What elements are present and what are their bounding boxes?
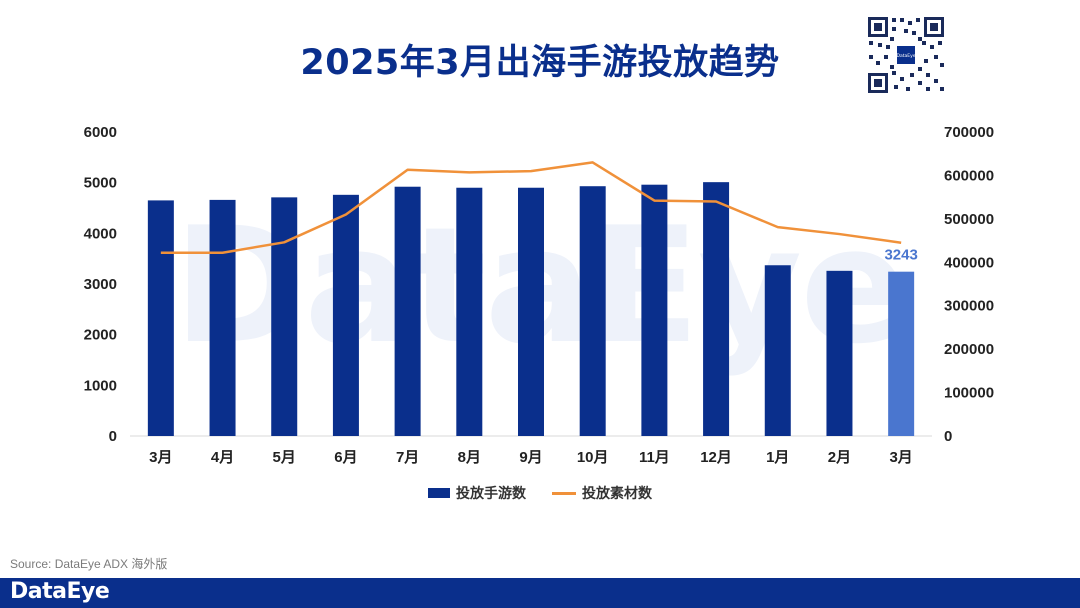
x-tick-label: 6月 [334, 449, 357, 466]
bar [394, 186, 421, 436]
right-axis: 0 100000 200000 300000 400000 500000 600000 700… [944, 124, 994, 445]
bar-series [147, 182, 915, 436]
data-labels: 3243 [884, 247, 917, 264]
x-tick-label: 10月 [577, 449, 609, 466]
bar [703, 182, 730, 436]
bar [271, 197, 298, 436]
legend-line-swatch [552, 491, 576, 495]
legend-label-bar: 投放手游数 [456, 485, 526, 501]
chart-title: 2025年3月出海手游投放趋势 [300, 43, 780, 83]
left-axis: 0 1000 2000 3000 4000 5000 6000 [84, 124, 117, 445]
bar [579, 186, 606, 436]
y-left-tick-label: 0 [109, 428, 117, 445]
y-left-tick-label: 6000 [84, 124, 117, 141]
y-right-tick-label: 100000 [944, 385, 994, 402]
y-left-tick-label: 2000 [84, 327, 117, 344]
y-left-tick-label: 1000 [84, 377, 117, 394]
legend-item-line: 投放素材数 [552, 483, 652, 503]
bar [332, 194, 359, 436]
y-right-tick-label: 700000 [944, 124, 994, 141]
y-left-tick-label: 3000 [84, 276, 117, 293]
x-axis-labels: 3月 4月 5月 6月 7月 8月 9月 10月 11月 12月 1月 2月 3月 [149, 449, 913, 466]
x-tick-label: 7月 [396, 449, 419, 466]
y-left-tick-label: 4000 [84, 225, 117, 242]
x-tick-label: 5月 [273, 449, 296, 466]
qr-logo-label: DataEye [896, 53, 915, 59]
bar [888, 271, 915, 436]
y-right-tick-label: 500000 [944, 211, 994, 228]
legend-item-bar: 投放手游数 [428, 483, 526, 503]
x-tick-label: 3月 [889, 449, 912, 466]
bar [147, 200, 174, 436]
legend-label-line: 投放素材数 [582, 485, 652, 501]
source-note: Source: DataEye ADX 海外版 [10, 557, 168, 571]
x-tick-label: 1月 [766, 449, 789, 466]
bar [826, 270, 853, 436]
x-tick-label: 11月 [639, 449, 670, 466]
x-tick-label: 12月 [700, 449, 732, 466]
x-tick-label: 8月 [458, 449, 481, 466]
y-left-tick-label: 5000 [84, 175, 117, 192]
x-tick-label: 2月 [828, 449, 851, 466]
x-tick-label: 3月 [149, 449, 172, 466]
legend-bar-swatch [428, 488, 450, 498]
x-tick-label: 4月 [211, 449, 234, 466]
y-right-tick-label: 400000 [944, 254, 994, 271]
footer-bar: DataEye [0, 578, 1080, 608]
bar [518, 187, 544, 436]
data-label: 3243 [884, 247, 917, 264]
qr-code-icon: DataEye [866, 15, 946, 95]
legend: 投放手游数 投放素材数 [0, 483, 1080, 503]
y-right-tick-label: 300000 [944, 298, 994, 315]
bar [456, 187, 483, 436]
bar [764, 265, 791, 436]
x-tick-label: 9月 [519, 449, 542, 466]
bar [641, 184, 668, 436]
line-series [160, 161, 902, 254]
y-right-tick-label: 600000 [944, 167, 994, 184]
y-right-tick-label: 0 [944, 428, 952, 445]
footer-logo: DataEye [10, 579, 110, 604]
y-right-tick-label: 200000 [944, 341, 994, 358]
bar [209, 199, 236, 436]
series-line [160, 161, 902, 254]
